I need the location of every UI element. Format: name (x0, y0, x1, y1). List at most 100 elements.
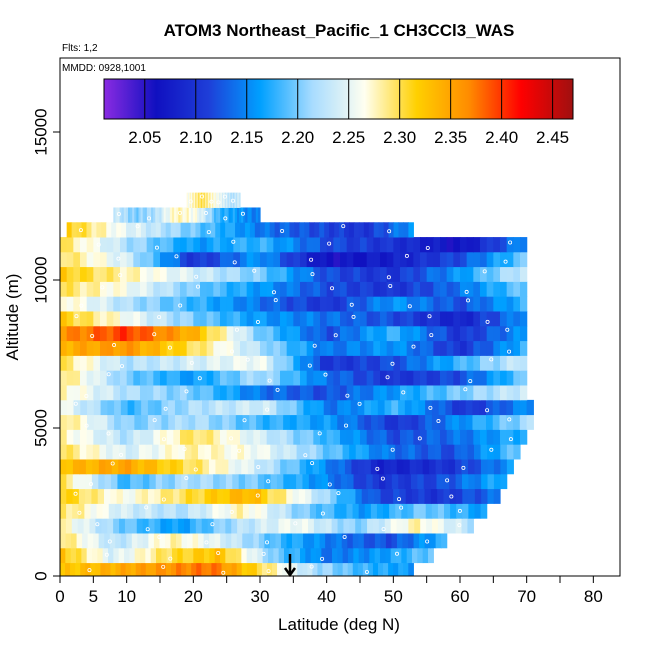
heat-cell (216, 192, 218, 208)
heat-cell (100, 562, 107, 576)
heat-cell (166, 340, 174, 356)
heat-cell (395, 444, 403, 460)
heat-cell (171, 562, 177, 576)
heat-cell (165, 444, 173, 460)
heat-cell (386, 488, 394, 504)
heat-cell (215, 459, 223, 475)
sample-point (107, 539, 112, 544)
sample-point (182, 446, 187, 451)
heat-cell (400, 325, 408, 342)
heat-cell (206, 311, 214, 327)
heat-cell (220, 355, 228, 371)
heat-cell (486, 399, 494, 416)
heat-cell (446, 266, 454, 282)
heat-cell (173, 237, 181, 253)
heat-cell (186, 192, 189, 208)
heat-cell (224, 192, 227, 208)
heat-cell (418, 414, 426, 430)
heat-cell (369, 547, 376, 564)
heat-cell (426, 281, 434, 297)
heat-cell (95, 518, 102, 534)
heat-cell (95, 562, 101, 576)
heat-cell (233, 355, 241, 371)
heat-cell (80, 237, 88, 253)
y-tick-label: 0 (31, 571, 50, 580)
heat-cell (350, 414, 359, 430)
heat-cell (177, 547, 184, 564)
heat-cell (106, 281, 114, 297)
heat-cell (340, 311, 348, 327)
heat-cell (437, 518, 445, 534)
heat-cell (166, 370, 174, 386)
heat-cell (157, 503, 165, 519)
heat-cell (120, 355, 128, 371)
heat-cell (413, 429, 421, 445)
heat-cell (145, 444, 153, 460)
heat-cell (192, 192, 194, 208)
heat-cell (144, 207, 148, 223)
heat-cell (154, 414, 163, 430)
heat-cell (186, 370, 194, 386)
heat-cell (493, 311, 501, 327)
heat-cell (213, 266, 221, 282)
heat-cell (205, 207, 209, 223)
heat-cell (380, 251, 388, 268)
sample-point (386, 275, 391, 280)
heat-cell (300, 547, 306, 564)
heat-cell (192, 533, 199, 549)
heat-cell (107, 518, 114, 534)
heat-cell (499, 414, 507, 430)
heat-cell (420, 340, 428, 356)
heat-cell (186, 251, 194, 268)
heat-cell (206, 429, 214, 445)
sample-point (425, 245, 430, 250)
sample-point (401, 390, 406, 395)
heat-cell (449, 473, 457, 490)
heat-cell (184, 518, 191, 534)
heat-cell (455, 459, 463, 475)
heat-cell (384, 399, 392, 416)
heat-cell (100, 414, 108, 430)
heat-cell (393, 370, 401, 386)
heat-cell (308, 473, 316, 490)
heat-cell (340, 503, 348, 519)
heat-cell (242, 488, 250, 504)
heat-cell (253, 370, 261, 386)
heat-cell (85, 473, 93, 490)
heat-cell (425, 414, 433, 430)
heat-cell (349, 488, 357, 504)
heat-cell (366, 266, 374, 282)
heat-cell (292, 533, 299, 549)
heat-cell (227, 192, 229, 208)
heat-cell (207, 207, 211, 223)
heat-cell (500, 429, 508, 445)
heat-cell (195, 518, 203, 534)
sample-point (242, 418, 247, 423)
heat-cell (188, 414, 196, 430)
heat-cell (253, 311, 261, 327)
heat-cell (113, 311, 121, 327)
sample-point (309, 564, 314, 569)
heat-cell (391, 414, 399, 430)
heat-cell (66, 266, 74, 282)
sample-point (209, 199, 214, 204)
heat-cell (486, 281, 494, 297)
heat-cell (93, 266, 101, 282)
heat-cell (420, 385, 428, 401)
heat-cell (406, 296, 414, 312)
heat-cell (340, 429, 348, 445)
heat-cell (182, 547, 189, 564)
heat-cell (366, 340, 374, 356)
arrow-head (283, 567, 297, 578)
heat-cell (73, 311, 81, 327)
heat-cell (120, 325, 128, 342)
heat-cell (440, 251, 448, 268)
heat-cell (300, 311, 308, 327)
heat-cell (366, 473, 374, 490)
heat-cell (406, 325, 414, 342)
heat-cell (320, 429, 328, 445)
heat-cell (499, 399, 507, 416)
heat-cell (192, 192, 195, 208)
heat-cell (333, 281, 341, 297)
heat-cell (408, 562, 414, 576)
